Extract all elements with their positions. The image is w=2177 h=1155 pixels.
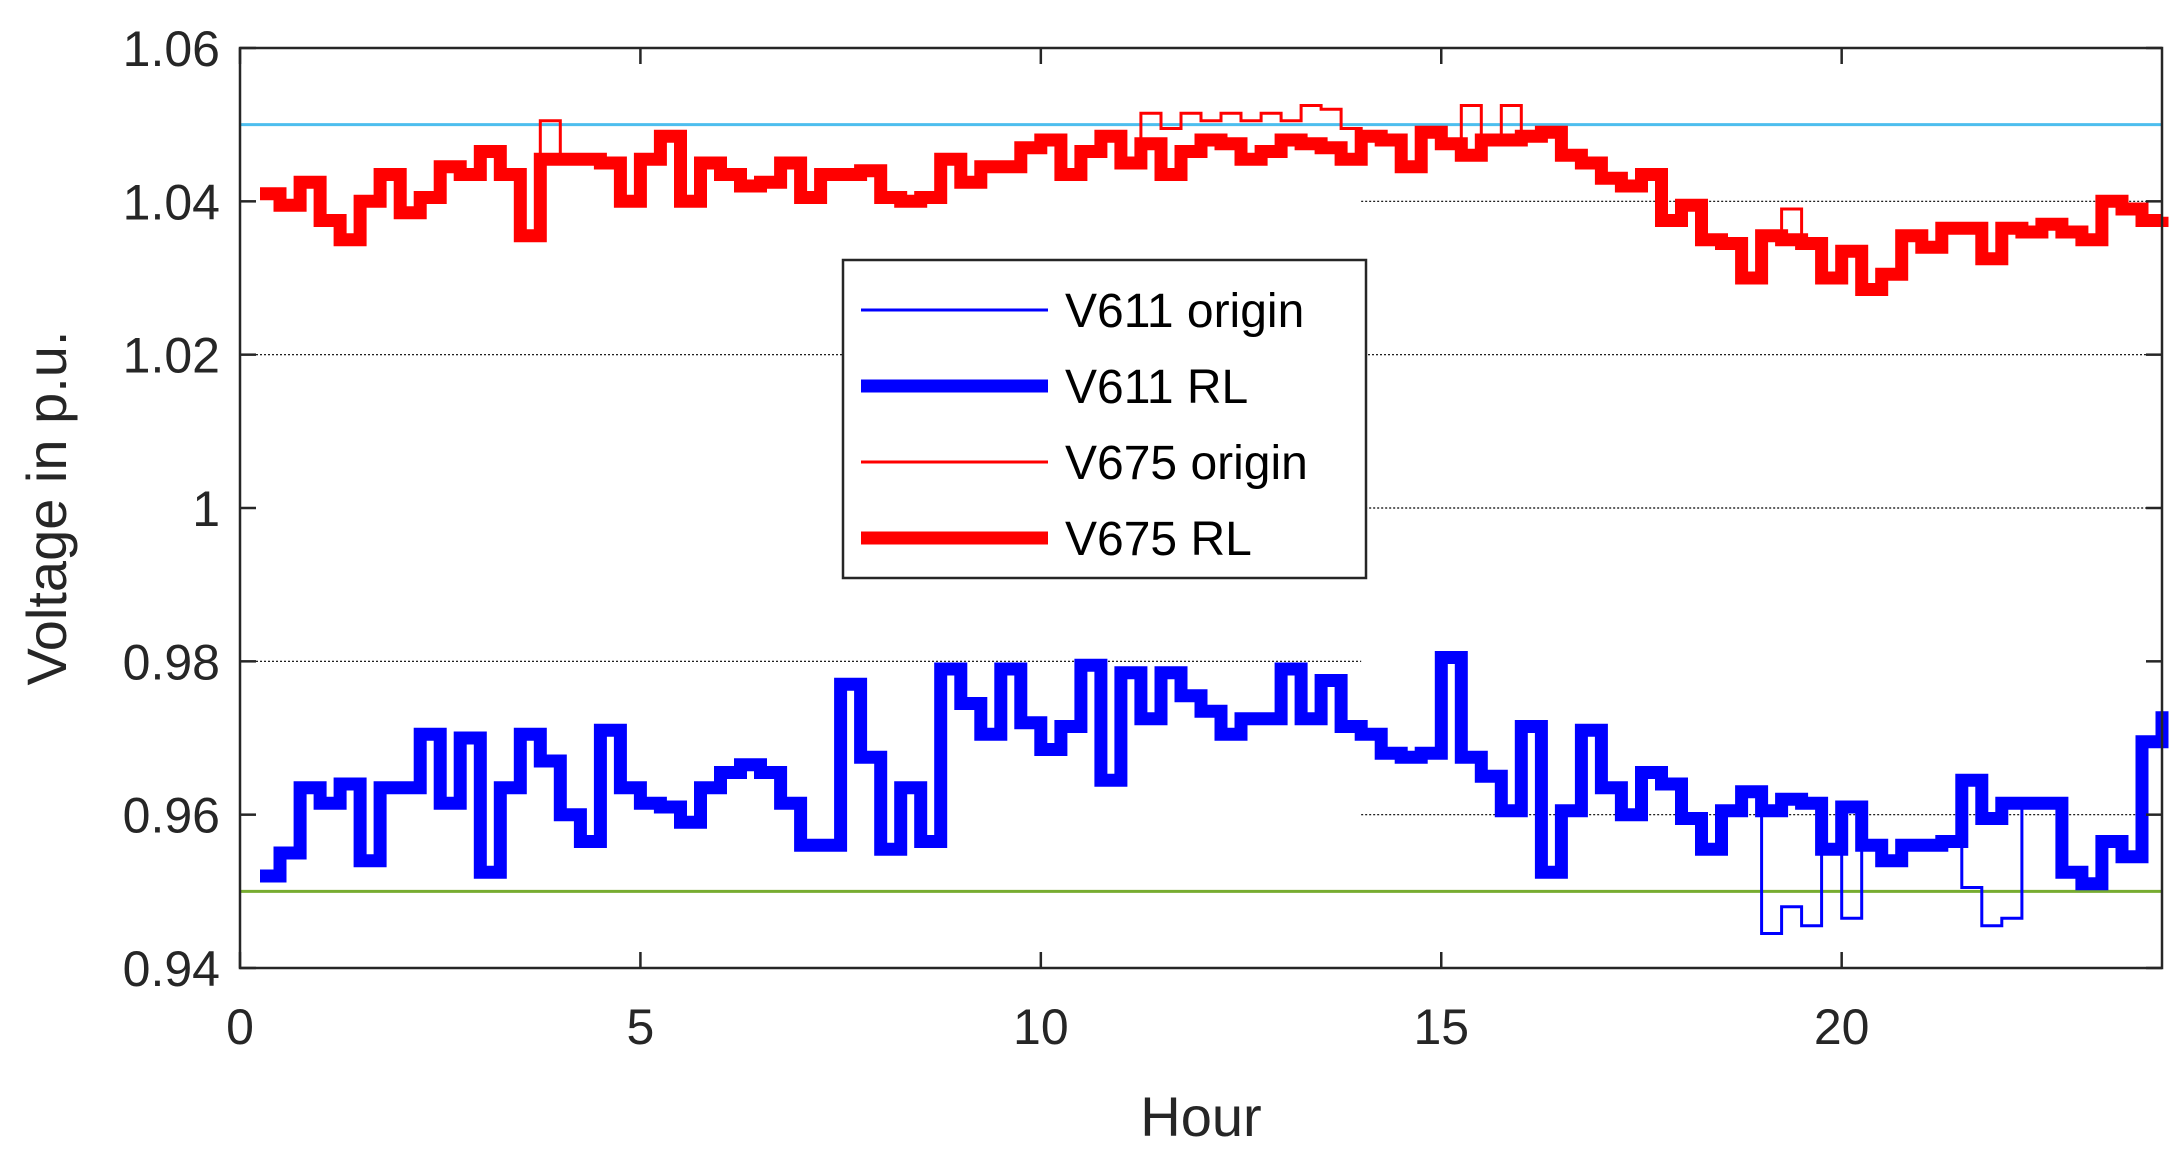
series-v611-origin xyxy=(260,656,2164,935)
legend: V611 origin V611 RL V675 origin V675 RL xyxy=(841,258,1368,580)
legend-box xyxy=(841,258,1368,580)
series-v675-origin xyxy=(260,104,2164,291)
legend-label-1: V611 RL xyxy=(1065,361,1248,414)
axis-tick-labels: 0 5 10 15 20 0.94 0.96 0.98 1 1.02 1.04 1.06 xyxy=(123,21,1870,1055)
x-tick-label: 20 xyxy=(1814,999,1870,1055)
data-series xyxy=(260,104,2169,935)
y-tick-label: 1.06 xyxy=(123,21,220,77)
y-tick-label: 1.04 xyxy=(123,174,220,230)
y-axis-title: Voltage in p.u. xyxy=(15,331,78,686)
x-tick-label: 15 xyxy=(1413,999,1469,1055)
y-tick-label: 0.94 xyxy=(123,941,220,997)
x-tick-label: 5 xyxy=(627,999,655,1055)
x-tick-label: 10 xyxy=(1013,999,1069,1055)
legend-entries: V611 origin V611 RL V675 origin V675 RL xyxy=(861,285,1308,566)
legend-label-3: V675 RL xyxy=(1065,513,1252,566)
y-tick-label: 0.98 xyxy=(123,634,220,690)
legend-label-0: V611 origin xyxy=(1065,285,1304,338)
y-tick-label: 1 xyxy=(192,481,220,537)
x-axis-title: Hour xyxy=(1140,1085,1261,1148)
x-tick-label: 0 xyxy=(226,999,254,1055)
legend-label-2: V675 origin xyxy=(1065,437,1308,490)
axis-ticks xyxy=(238,46,2162,970)
y-tick-label: 0.96 xyxy=(123,788,220,844)
y-tick-label: 1.02 xyxy=(123,328,220,384)
